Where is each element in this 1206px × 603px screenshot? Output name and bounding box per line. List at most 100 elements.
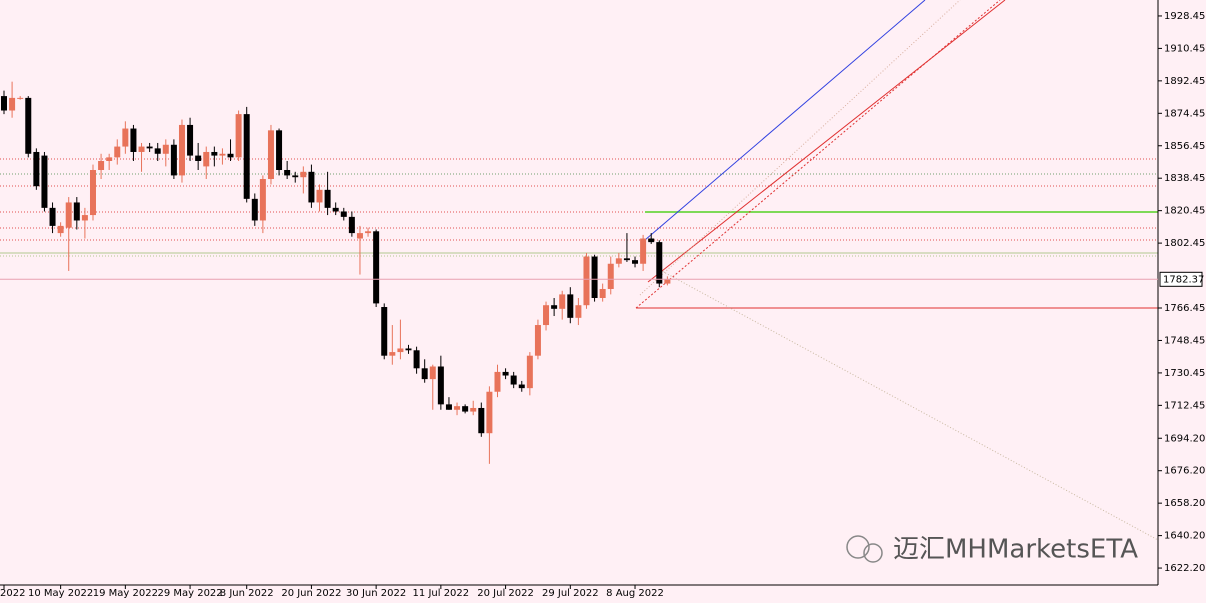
- candle-body: [543, 305, 550, 326]
- trend-line: [644, 0, 926, 241]
- candle-body: [518, 384, 525, 389]
- candle-body: [445, 404, 452, 410]
- candle-body: [332, 207, 339, 212]
- y-tick-label: 1640.20: [1164, 531, 1205, 542]
- candle-body: [9, 97, 16, 111]
- candle-body: [470, 407, 477, 412]
- x-tick-label: 20 Jun 2022: [281, 588, 341, 599]
- x-tick-label: 29 May 2022: [157, 588, 222, 599]
- y-tick-label: 1658.20: [1164, 498, 1205, 509]
- y-tick-label: 1892.45: [1164, 76, 1205, 87]
- candle-body: [243, 114, 250, 199]
- candle-body: [162, 144, 169, 154]
- candle-body: [615, 258, 622, 264]
- candle-body: [356, 233, 363, 239]
- candle-body: [211, 151, 218, 156]
- candle-body: [1, 96, 7, 111]
- candle-body: [599, 288, 606, 298]
- candle-body: [389, 352, 396, 356]
- current-price-box: [1159, 271, 1203, 287]
- candle-body: [41, 155, 48, 208]
- candle-body: [81, 215, 88, 221]
- candle-body: [381, 307, 388, 356]
- y-tick-label: 1676.20: [1164, 466, 1205, 477]
- trend-line: [639, 0, 961, 296]
- candle-body: [559, 294, 566, 309]
- watermark: 迈汇MHMarketsETA: [846, 535, 1138, 565]
- candle-body: [65, 202, 72, 228]
- candle-body: [583, 256, 590, 306]
- candle-body: [648, 238, 655, 243]
- candle-body: [203, 151, 210, 167]
- candle-body: [235, 114, 242, 158]
- candle-body: [130, 128, 137, 152]
- candle-body: [49, 207, 56, 226]
- candle-body: [664, 279, 671, 284]
- candle-body: [567, 294, 574, 318]
- candle-body: [373, 231, 380, 304]
- candle-body: [98, 160, 105, 171]
- watermark-icon: [863, 543, 883, 563]
- y-tick-label: 1838.45: [1164, 173, 1205, 184]
- x-tick-label: 8 Jun 2022: [220, 588, 274, 599]
- candle-body: [494, 371, 501, 392]
- candle-body: [623, 258, 630, 261]
- candle-body: [534, 325, 541, 356]
- candle-body: [632, 260, 639, 264]
- y-tick-label: 1820.45: [1164, 206, 1205, 217]
- y-tick-label: 1730.45: [1164, 368, 1205, 379]
- candle-body: [57, 225, 64, 234]
- candle-body: [526, 355, 533, 389]
- candle-body: [454, 406, 461, 410]
- candle-body: [413, 350, 420, 369]
- trend-line: [635, 0, 1001, 309]
- candle-body: [114, 146, 121, 158]
- candle-body: [656, 242, 663, 284]
- x-tick-label: 2022: [0, 588, 25, 599]
- candle-body: [146, 146, 153, 149]
- candle-body: [365, 231, 372, 234]
- watermark-text: 迈汇MHMarketsETA: [893, 535, 1138, 565]
- watermark-icon: [846, 535, 870, 559]
- candle-body: [187, 124, 194, 156]
- y-tick-label: 1874.45: [1164, 108, 1205, 119]
- y-tick-label: 1748.45: [1164, 335, 1205, 346]
- candle-body: [478, 407, 485, 434]
- current-price-label: 1782.37: [1163, 274, 1204, 285]
- candle-body: [25, 97, 32, 154]
- candle-body: [551, 305, 558, 309]
- candle-body: [227, 153, 234, 158]
- candle-body: [284, 170, 291, 176]
- trend-line: [647, 0, 1006, 283]
- x-tick-label: 10 May 2022: [28, 588, 93, 599]
- y-tick-label: 1928.45: [1164, 11, 1205, 22]
- candle-body: [89, 170, 96, 216]
- candle-body: [300, 171, 307, 178]
- candle-body: [17, 97, 24, 99]
- candle-body: [591, 256, 598, 298]
- candle-body: [316, 189, 323, 203]
- candle-body: [267, 130, 274, 180]
- candle-body: [397, 348, 404, 353]
- y-tick-label: 1712.45: [1164, 400, 1205, 411]
- candle-body: [421, 368, 428, 380]
- candle-body: [73, 202, 80, 221]
- candle-body: [348, 216, 355, 234]
- y-tick-label: 1910.45: [1164, 43, 1205, 54]
- candle-body: [437, 366, 444, 405]
- candle-body: [170, 144, 177, 176]
- y-tick-label: 1694.20: [1164, 433, 1205, 444]
- candle-body: [138, 146, 145, 152]
- candle-body: [106, 157, 113, 161]
- candle-body: [429, 366, 436, 380]
- candle-body: [640, 238, 647, 264]
- candle-body: [292, 175, 299, 178]
- candle-body: [324, 189, 331, 208]
- x-tick-label: 19 May 2022: [93, 588, 158, 599]
- x-tick-label: 11 Jul 2022: [413, 588, 470, 599]
- candle-body: [502, 371, 509, 376]
- candle-body: [178, 124, 185, 176]
- candle-body: [462, 406, 469, 412]
- x-tick-label: 8 Aug 2022: [606, 588, 664, 599]
